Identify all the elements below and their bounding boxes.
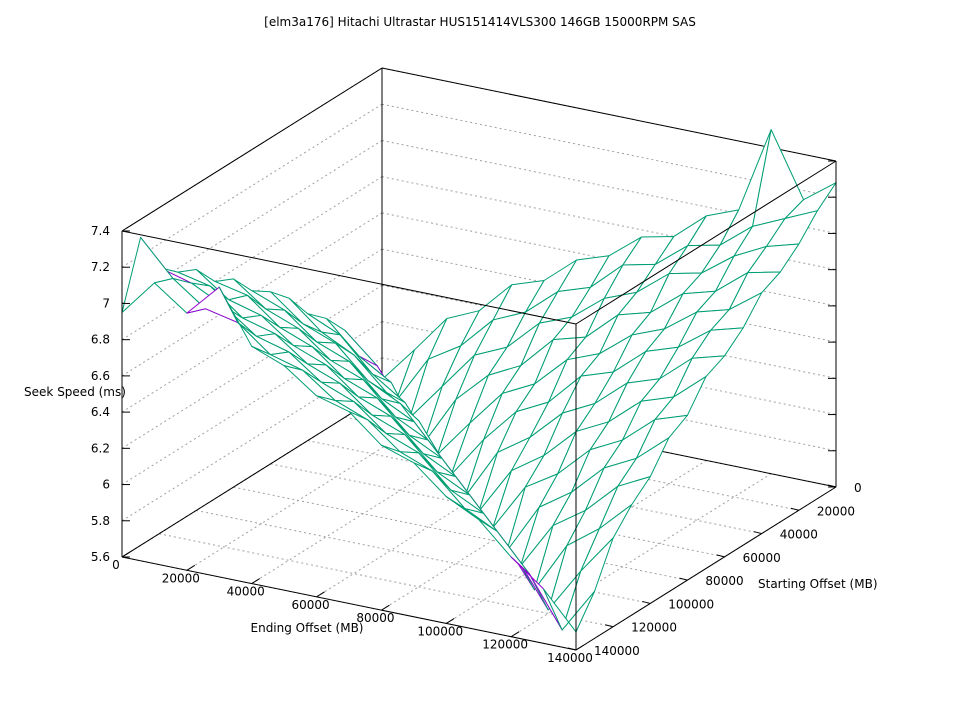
z-axis-label: Seek Speed (ms) [24, 385, 126, 399]
x-tick-label: 140000 [547, 651, 593, 665]
base-edge-right [575, 486, 837, 651]
x-tick-mark [186, 564, 196, 571]
x-tick-label: 60000 [291, 598, 329, 612]
x-tick-label: 100000 [417, 624, 463, 638]
x-tick-label: 80000 [356, 611, 394, 625]
y-tick-label: 0 [854, 481, 862, 495]
x-tick-mark [446, 618, 455, 624]
y-tick-mark [567, 647, 577, 651]
surface-quad [121, 236, 174, 313]
x-tick-label: 120000 [482, 638, 528, 652]
y-tick-label: 60000 [743, 551, 781, 565]
top-edge-front [121, 230, 577, 325]
axis-ticks: 5.6 5.8 6 6.2 6.4 6.6 6.8 7 7.2 7.4 0 20000 40000 600… [91, 160, 862, 665]
z-grid-line-left-wall [121, 212, 383, 377]
x-tick-mark [510, 631, 520, 638]
z-grid-line-left-wall [121, 284, 383, 449]
z-tick-label: 7.2 [91, 260, 110, 274]
z-grid-line-left-wall [121, 103, 383, 268]
x-axis-label: Ending Offset (MB) [251, 621, 364, 635]
y-tick-mark [827, 484, 837, 488]
z-tick-label: 6.6 [91, 369, 110, 383]
x-tick-mark [575, 644, 585, 651]
y-tick-label: 40000 [780, 528, 818, 542]
base-edge-left [121, 393, 383, 558]
z-tick-label: 6.4 [91, 405, 110, 419]
y-tick-mark [642, 600, 651, 604]
y-tick-label: 120000 [631, 621, 677, 635]
y-axis-label: Starting Offset (MB) [758, 577, 878, 591]
x-tick-mark [381, 604, 390, 611]
chart-title: [elm3a176] Hitachi Ultrastar HUS151414VL… [264, 15, 696, 29]
y-tick-mark [790, 507, 799, 511]
y-grid-line [233, 486, 688, 581]
y-tick-mark [716, 554, 725, 558]
z-tick-label: 5.8 [91, 514, 110, 528]
y-tick-label: 140000 [594, 644, 640, 658]
x-grid-line [446, 460, 707, 624]
y-tick-mark [679, 577, 688, 581]
z-tick-label: 7 [102, 296, 110, 310]
top-edge-back [381, 67, 837, 162]
x-tick-mark [251, 578, 260, 584]
z-tick-label: 6.2 [91, 441, 110, 455]
axes-frame-front [121, 160, 837, 651]
top-edge-left [121, 67, 383, 232]
x-tick-mark [121, 551, 131, 558]
y-tick-label: 20000 [817, 504, 855, 518]
x-tick-label: 0 [112, 558, 120, 572]
surface-mesh [121, 129, 837, 633]
y-tick-mark [753, 531, 762, 535]
x-tick-label: 40000 [227, 585, 265, 599]
y-tick-mark [605, 624, 614, 628]
y-grid-line [159, 533, 614, 628]
z-tick-label: 6.8 [91, 333, 110, 347]
z-tick-label: 5.6 [91, 550, 110, 564]
z-grid-line-left-wall [121, 176, 383, 341]
z-grid-line-left-wall [121, 248, 383, 413]
z-tick-label: 6 [102, 478, 110, 492]
z-tick-label: 7.4 [91, 224, 110, 238]
base-edge-front [121, 556, 577, 651]
x-tick-mark [316, 591, 325, 598]
y-tick-label: 80000 [705, 574, 743, 588]
y-tick-label: 100000 [668, 597, 714, 611]
x-tick-label: 20000 [162, 571, 200, 585]
top-edge-right [575, 160, 837, 325]
